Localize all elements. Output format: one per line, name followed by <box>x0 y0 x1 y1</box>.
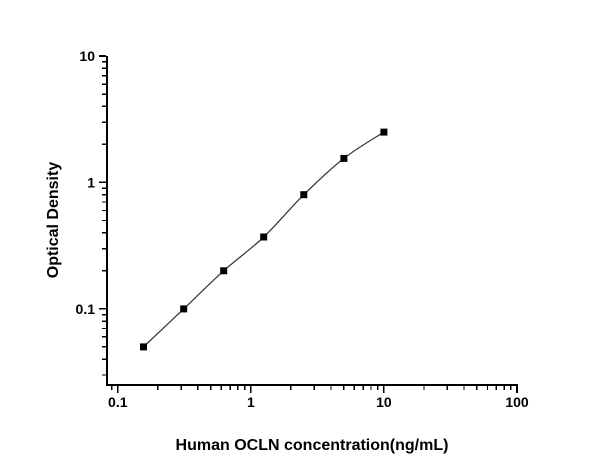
data-point-marker <box>340 154 348 162</box>
data-point-marker <box>180 305 188 313</box>
data-point-marker <box>220 267 228 275</box>
data-point-marker <box>140 343 147 351</box>
y-tick-label: 10 <box>79 48 95 64</box>
x-tick-label: 100 <box>505 394 529 410</box>
data-point-marker <box>380 128 388 136</box>
y-axis-title: Optical Density <box>45 161 62 279</box>
x-tick-label: 10 <box>376 394 392 410</box>
x-axis-title: Human OCLN concentration(ng/mL) <box>175 437 449 454</box>
y-tick-label: 0.1 <box>76 301 96 317</box>
data-point-marker <box>260 233 268 241</box>
x-tick-label: 0.1 <box>108 394 128 410</box>
x-tick-label: 1 <box>247 394 255 410</box>
y-tick-label: 1 <box>87 174 95 190</box>
data-point-marker <box>300 191 308 199</box>
